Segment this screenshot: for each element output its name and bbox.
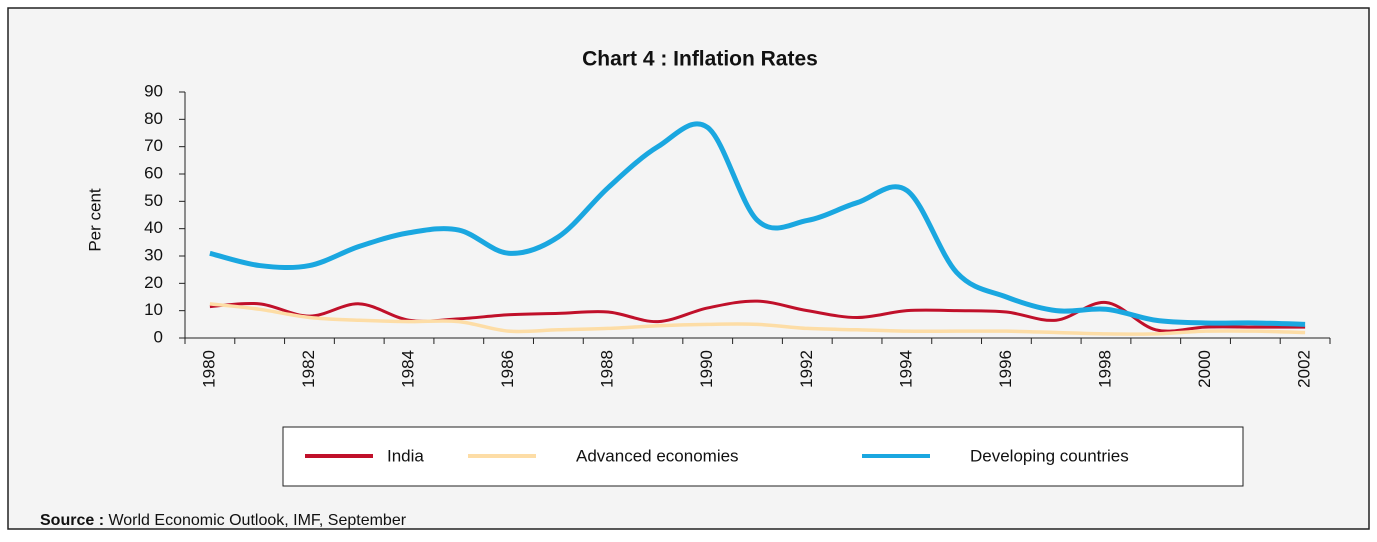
legend-label: Advanced economies (576, 446, 739, 465)
legend-label: Developing countries (970, 446, 1129, 465)
y-tick-label: 60 (144, 163, 163, 182)
y-tick-label: 50 (144, 191, 163, 210)
x-tick-label: 1990 (697, 350, 716, 388)
series-line (209, 302, 1306, 336)
x-tick-label: 1994 (896, 350, 915, 388)
y-tick-label: 20 (144, 273, 163, 292)
legend-label: India (387, 446, 424, 465)
x-tick-label: 1982 (299, 350, 318, 388)
x-tick-label: 1988 (598, 350, 617, 388)
x-tick-label: 1992 (797, 350, 816, 388)
y-tick-label: 70 (144, 136, 163, 155)
x-tick-label: 1984 (399, 350, 418, 388)
y-tick-label: 40 (144, 218, 163, 237)
source-text: World Economic Outlook, IMF, September (104, 512, 407, 529)
x-tick-label: 1998 (1095, 350, 1114, 388)
y-tick-label: 30 (144, 245, 163, 264)
x-tick-label: 1996 (996, 350, 1015, 388)
x-tick-label: 1986 (498, 350, 517, 388)
series-line (209, 121, 1306, 327)
y-tick-label: 0 (154, 327, 163, 346)
y-axis-label: Per cent (85, 188, 104, 252)
series-line (209, 299, 1306, 333)
y-tick-label: 10 (144, 300, 163, 319)
source: Source : World Economic Outlook, IMF, Se… (40, 512, 407, 529)
x-tick-label: 2002 (1295, 350, 1314, 388)
y-tick-label: 90 (144, 81, 163, 100)
chart-title: Chart 4 : Inflation Rates (582, 48, 818, 71)
source-label: Source : (40, 512, 104, 529)
y-tick-label: 80 (144, 109, 163, 128)
x-tick-label: 2000 (1195, 350, 1214, 388)
legend-box (282, 426, 1244, 487)
x-tick-label: 1980 (199, 350, 218, 388)
